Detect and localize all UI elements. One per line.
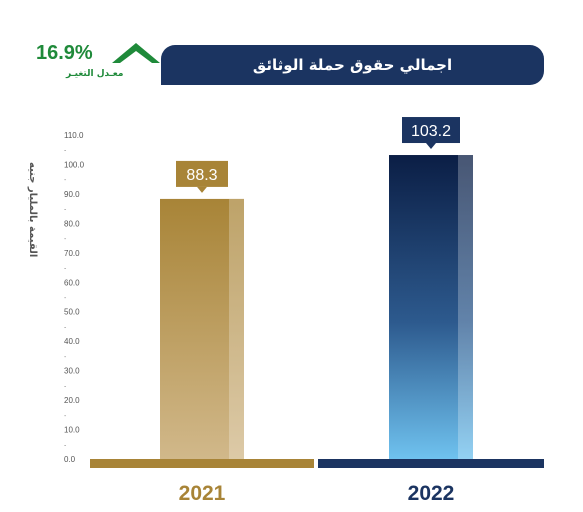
y-tick-label: 20.0 (64, 396, 80, 405)
up-arrow-icon (112, 43, 160, 63)
y-axis-ticks: 0.0 - 10.0 - 20.0 - 30.0 - 40.0 - 50.0 - 60.0 - 70.0 - 8… (64, 131, 85, 464)
category-label: 2021 (179, 482, 226, 505)
y-minor-tick: - (64, 266, 67, 273)
y-minor-tick: - (64, 236, 67, 243)
y-minor-tick: - (64, 295, 67, 302)
y-tick-label: 30.0 (64, 367, 80, 376)
change-value: 16.9% (36, 42, 93, 64)
baselines-group (90, 459, 544, 468)
y-axis-title: القيمة بالمليار جنيه (27, 162, 38, 258)
data-label-pointer (197, 186, 207, 193)
baseline-strip (318, 459, 544, 468)
y-minor-tick: - (64, 383, 67, 390)
bar-2021 (160, 198, 244, 459)
y-tick-label: 0.0 (64, 455, 76, 464)
y-tick-label: 10.0 (64, 426, 80, 435)
y-minor-tick: - (64, 354, 67, 361)
y-tick-label: 60.0 (64, 278, 80, 287)
bar-highlight (229, 198, 244, 459)
data-label-box (402, 117, 460, 144)
y-tick-label: 100.0 (64, 160, 85, 169)
y-minor-tick: - (64, 148, 67, 155)
y-tick-label: 50.0 (64, 308, 80, 317)
data-label-pointer (426, 143, 436, 150)
bars-group (160, 155, 473, 459)
y-minor-tick: - (64, 442, 67, 449)
y-tick-label: 90.0 (64, 190, 80, 199)
y-minor-tick: - (64, 207, 67, 214)
chart-title-banner: اجمالي حقوق حملة الوثائق (161, 45, 544, 85)
category-labels-group: 2021 2022 (179, 482, 455, 505)
data-labels-group: 88.3 103.2 (176, 117, 460, 193)
y-minor-tick: - (64, 413, 67, 420)
y-tick-label: 80.0 (64, 219, 80, 228)
change-indicator: 16.9% معـدل التغيـر (28, 38, 168, 88)
data-label: 88.3 (186, 167, 217, 184)
data-label: 103.2 (411, 123, 451, 140)
data-label-box (176, 160, 228, 187)
chart-title: اجمالي حقوق حملة الوثائق (252, 56, 453, 74)
bar-highlight (458, 155, 473, 459)
y-tick-label: 110.0 (64, 131, 84, 140)
baseline-strip (90, 459, 314, 468)
y-minor-tick: - (64, 177, 67, 184)
change-label: معـدل التغيـر (66, 69, 124, 79)
category-label: 2022 (408, 482, 455, 505)
bar-2022 (389, 155, 473, 459)
y-tick-label: 70.0 (64, 249, 80, 258)
y-tick-label: 40.0 (64, 337, 80, 346)
y-minor-tick: - (64, 324, 67, 331)
